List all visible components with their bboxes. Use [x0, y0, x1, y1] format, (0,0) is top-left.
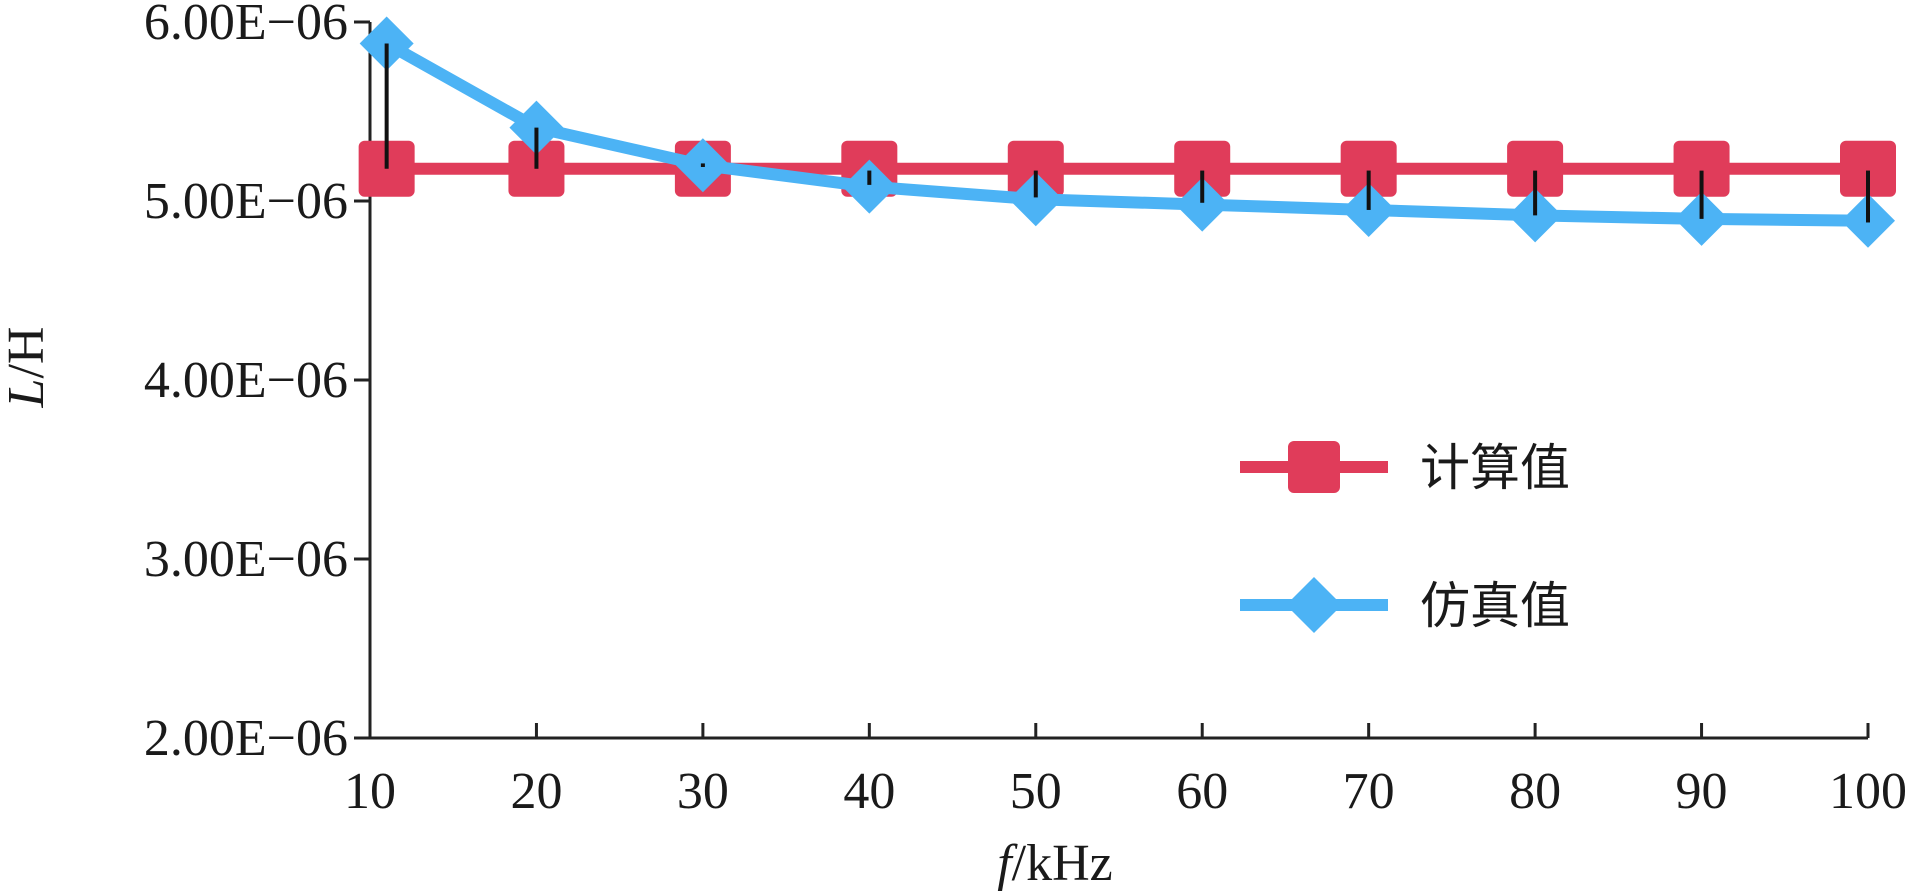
- error-bars: [384, 43, 1870, 223]
- point-simulated: [842, 159, 897, 214]
- x-tick-label: 40: [843, 763, 895, 820]
- x-tick-label: 70: [1343, 763, 1395, 820]
- x-axis-ticks: 10 20 30 40 50 60 70 80 90 100: [344, 723, 1907, 820]
- y-axis-title: L/H: [0, 327, 55, 409]
- y-tick-label: 2.00E−06: [144, 710, 348, 767]
- point-calculated: [1507, 140, 1564, 197]
- y-tick-label: 3.00E−06: [144, 531, 348, 588]
- x-tick-label: 90: [1676, 763, 1728, 820]
- legend: 计算值 仿真值: [1240, 439, 1570, 635]
- x-tick-label: 60: [1176, 763, 1228, 820]
- axes: [368, 22, 1868, 740]
- series-simulated-line: [383, 38, 1869, 227]
- point-calculated: [1007, 140, 1064, 197]
- x-tick-label: 100: [1829, 763, 1907, 820]
- legend-item-simulated: 仿真值: [1240, 577, 1570, 635]
- x-tick-label: 80: [1509, 763, 1561, 820]
- y-axis-ticks: 6.00E−06 5.00E−06 4.00E−06 3.00E−06 2.00E−06: [144, 0, 370, 767]
- point-calculated: [1174, 140, 1231, 197]
- point-simulated: [1175, 177, 1230, 232]
- point-calculated: [1340, 140, 1397, 197]
- legend-calculated-label: 计算值: [1420, 439, 1570, 497]
- x-tick-label: 30: [677, 763, 729, 820]
- x-tick-label: 10: [344, 763, 396, 820]
- x-tick-label: 50: [1010, 763, 1062, 820]
- point-calculated: [1840, 140, 1896, 197]
- legend-calculated-square-marker: [1288, 441, 1340, 493]
- y-tick-label: 5.00E−06: [144, 173, 348, 230]
- x-tick-label: 20: [510, 763, 562, 820]
- legend-simulated-diamond-marker: [1286, 577, 1342, 633]
- point-calculated: [1673, 140, 1730, 197]
- legend-simulated-label: 仿真值: [1420, 577, 1570, 635]
- point-simulated: [1008, 172, 1063, 227]
- y-tick-label: 4.00E−06: [144, 352, 348, 409]
- plot-area: [358, 16, 1896, 248]
- x-axis-title: f/kHz: [997, 835, 1113, 891]
- legend-item-calculated: 计算值: [1240, 439, 1570, 497]
- y-tick-label: 6.00E−06: [144, 0, 348, 51]
